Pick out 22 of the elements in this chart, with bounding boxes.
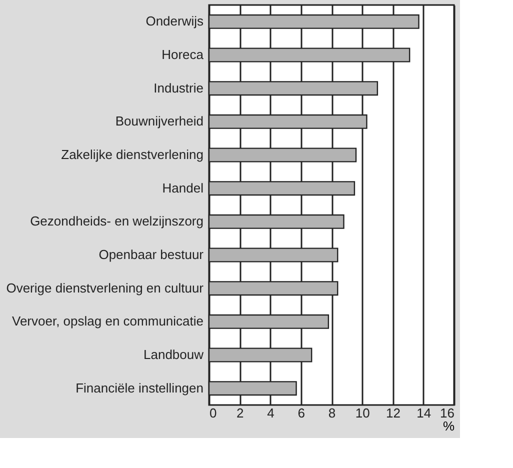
y-tick-label: Financiële instellingen (76, 380, 204, 396)
y-tick-label: Overige dienstverlening en cultuur (6, 280, 204, 296)
x-tick-label: 12 (386, 406, 400, 420)
y-tick-label: Horeca (162, 47, 204, 62)
x-tick-label: 2 (236, 406, 244, 420)
y-tick-label: Vervoer, opslag en communicatie (12, 314, 204, 329)
x-axis-title: % (442, 418, 455, 434)
x-tick-label: 16 (440, 406, 454, 420)
x-tick-label: 14 (416, 406, 432, 420)
y-tick-label: Bouwnijverheid (115, 114, 204, 129)
x-tick-label: 0 (210, 406, 217, 420)
x-tick-label: 8 (328, 406, 336, 420)
x-tick-label: 4 (267, 406, 274, 420)
x-tick-label: 6 (298, 406, 305, 420)
x-tick-label: 10 (355, 406, 370, 420)
y-tick-label: Onderwijs (146, 14, 204, 29)
y-tick-label: Gezondheids- en welzijnszorg (30, 214, 204, 229)
y-tick-label: Handel (162, 180, 204, 196)
y-tick-label: Landbouw (144, 347, 204, 362)
y-tick-label: Industrie (154, 80, 204, 96)
y-tick-label: Zakelijke dienstverlening (61, 147, 204, 162)
y-tick-label: Openbaar bestuur (98, 247, 204, 262)
